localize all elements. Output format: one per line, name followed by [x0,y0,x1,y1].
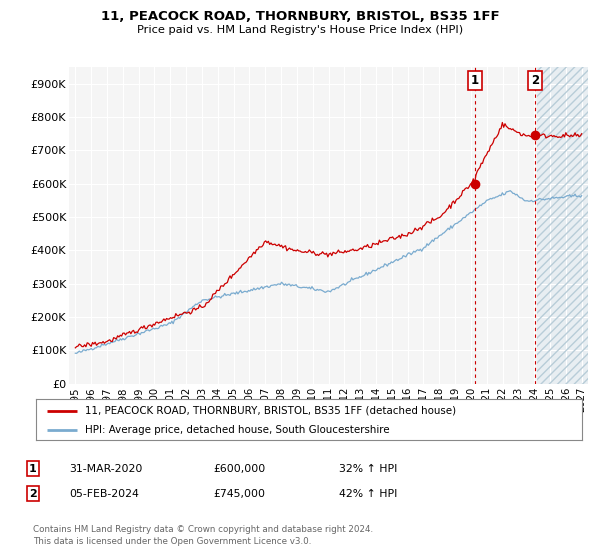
Text: 11, PEACOCK ROAD, THORNBURY, BRISTOL, BS35 1FF (detached house): 11, PEACOCK ROAD, THORNBURY, BRISTOL, BS… [85,405,456,416]
Text: £600,000: £600,000 [213,464,265,474]
Text: 1: 1 [29,464,37,474]
Text: 1: 1 [470,74,479,87]
Text: 2: 2 [29,489,37,499]
Bar [537,67,588,384]
Bar [537,67,588,384]
Text: 11, PEACOCK ROAD, THORNBURY, BRISTOL, BS35 1FF: 11, PEACOCK ROAD, THORNBURY, BRISTOL, BS… [101,10,499,23]
Text: 31-MAR-2020: 31-MAR-2020 [69,464,142,474]
Text: Contains HM Land Registry data © Crown copyright and database right 2024.
This d: Contains HM Land Registry data © Crown c… [33,525,373,546]
Text: 05-FEB-2024: 05-FEB-2024 [69,489,139,499]
Text: 42% ↑ HPI: 42% ↑ HPI [339,489,397,499]
Text: 32% ↑ HPI: 32% ↑ HPI [339,464,397,474]
Text: HPI: Average price, detached house, South Gloucestershire: HPI: Average price, detached house, Sout… [85,425,390,435]
Text: Price paid vs. HM Land Registry's House Price Index (HPI): Price paid vs. HM Land Registry's House … [137,25,463,35]
Text: £745,000: £745,000 [213,489,265,499]
Text: 2: 2 [532,74,539,87]
